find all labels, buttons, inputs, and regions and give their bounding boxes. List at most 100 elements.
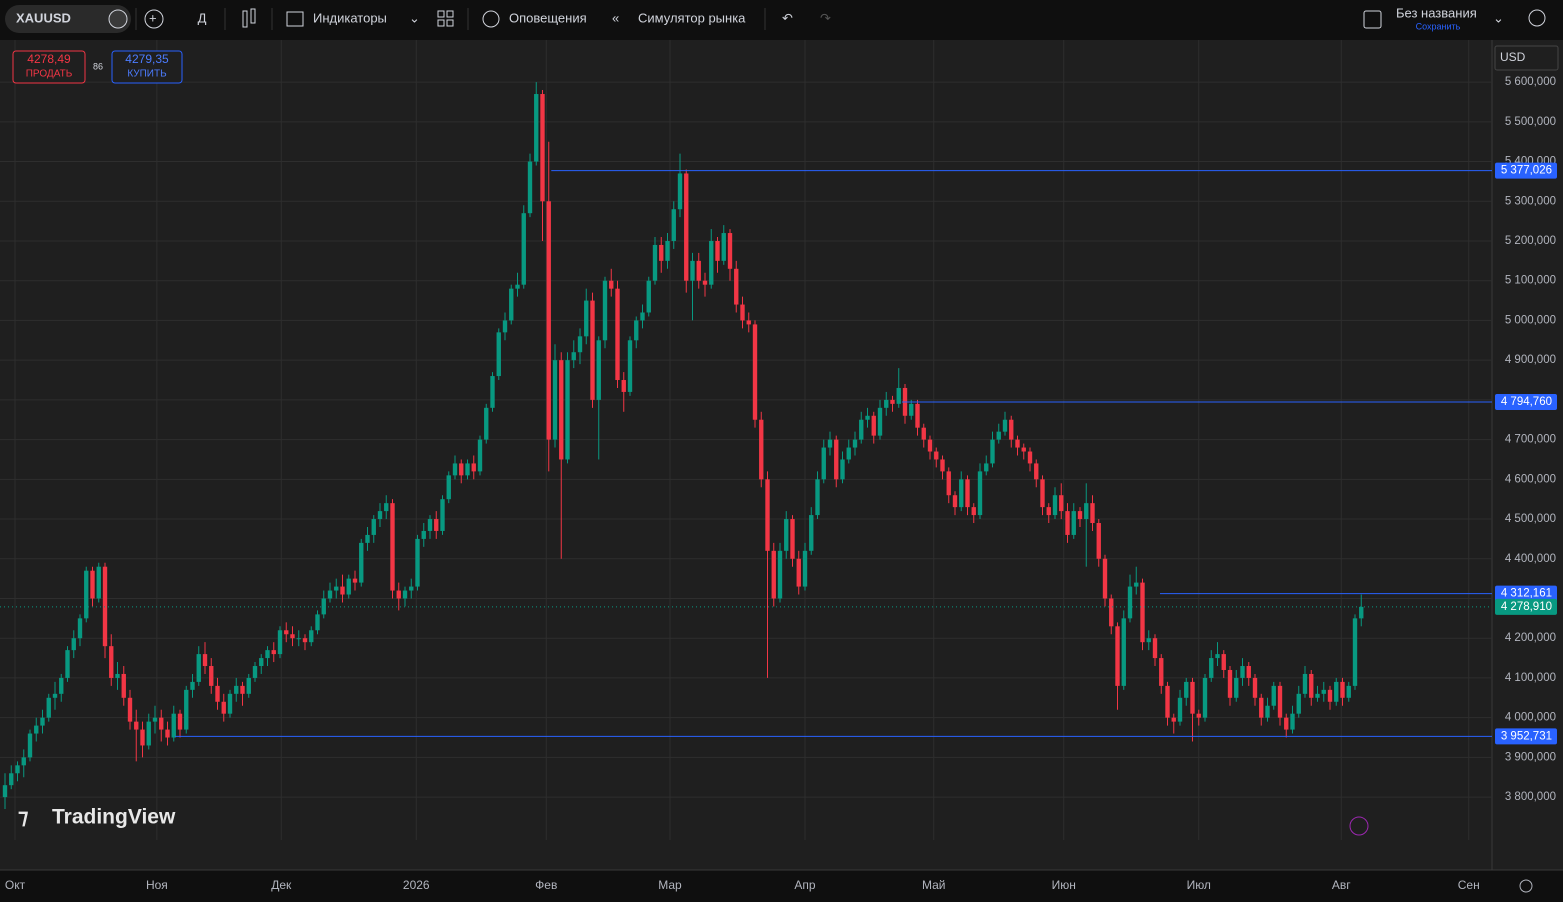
currency-select[interactable] <box>1494 45 1559 71</box>
buy-button[interactable] <box>111 50 183 84</box>
symbol-search[interactable] <box>5 5 131 33</box>
candle-body <box>77 618 83 639</box>
candle-body <box>921 427 926 440</box>
candle-body <box>1190 681 1195 714</box>
chart-type[interactable] <box>242 10 248 28</box>
candle-body <box>715 240 720 261</box>
symbol-icon[interactable] <box>108 9 128 29</box>
candle-body <box>1109 598 1114 627</box>
candle-body <box>246 677 251 694</box>
candle-body <box>521 213 526 285</box>
sell-label: ПРОДАТЬ <box>26 69 73 80</box>
candle-body <box>477 439 483 472</box>
undo[interactable]: ↶ <box>782 10 793 25</box>
candle-body <box>509 288 514 321</box>
candle-body <box>1146 638 1151 643</box>
candle-body <box>1090 503 1095 524</box>
candle-body <box>1259 697 1264 718</box>
candle-body <box>1252 677 1258 698</box>
candle-body <box>565 360 570 460</box>
settings-icon[interactable] <box>1519 879 1533 893</box>
candle-body <box>1290 713 1295 730</box>
candle-body <box>1065 511 1070 535</box>
candle-body <box>1346 685 1351 698</box>
alerts-icon[interactable] <box>482 10 500 28</box>
candle-body <box>1277 685 1283 718</box>
candle-body <box>834 439 839 480</box>
indicators[interactable]: Индикаторы <box>313 10 387 25</box>
candle-body <box>1071 511 1076 535</box>
x-tick-label: Апр <box>794 878 816 892</box>
candle-body <box>1215 654 1220 659</box>
candle-body <box>302 638 308 643</box>
sell-price: 4278,49 <box>27 52 71 66</box>
candle-body <box>1196 713 1201 718</box>
candle-body <box>1009 419 1014 440</box>
interval[interactable]: Д <box>198 10 207 25</box>
indicators-icon[interactable] <box>286 11 304 27</box>
replay[interactable]: Симулятор рынка <box>638 10 746 25</box>
alerts[interactable]: Оповещения <box>509 10 587 25</box>
y-tick-label: 5 200,000 <box>1505 235 1556 247</box>
layout-icon[interactable] <box>1363 10 1382 29</box>
candle-body <box>52 693 58 698</box>
candle-body <box>1152 638 1158 659</box>
save[interactable]: Сохранить <box>1416 21 1461 31</box>
candle-body <box>1265 705 1270 718</box>
candle-body <box>284 630 289 635</box>
candle-body <box>865 415 870 420</box>
candle-body <box>1127 586 1133 619</box>
candle-body <box>115 673 120 678</box>
candle-body <box>34 725 39 734</box>
candle-body <box>459 463 464 476</box>
candle-body <box>502 320 508 333</box>
add-symbol[interactable] <box>144 9 164 29</box>
layout-name[interactable]: Без названия <box>1396 5 1477 20</box>
candle-body <box>290 634 295 639</box>
candle-body <box>646 280 651 313</box>
candle-body <box>365 534 370 543</box>
candle-body <box>484 407 489 440</box>
candle-body <box>971 507 976 516</box>
layouts[interactable] <box>437 10 445 18</box>
sell-button[interactable] <box>12 50 86 84</box>
candle-body <box>109 646 114 678</box>
candle-body <box>215 685 220 702</box>
candle-body <box>559 360 564 460</box>
replay-icon[interactable]: « <box>612 10 619 25</box>
candle-body <box>909 403 914 416</box>
candle-body <box>777 550 783 599</box>
candle-body <box>671 209 676 241</box>
candle-body <box>684 173 689 281</box>
candle-body <box>890 399 895 404</box>
chart-pane <box>0 40 1492 870</box>
candle-body <box>40 717 45 726</box>
x-tick-label: Дек <box>271 878 292 892</box>
event-icon[interactable] <box>1349 816 1369 836</box>
candle-body <box>965 479 970 508</box>
candle-body <box>596 340 601 400</box>
candle-body <box>721 233 726 261</box>
dropdown[interactable]: ⌄ <box>1493 10 1504 25</box>
dropdown[interactable]: ⌄ <box>409 10 420 25</box>
candle-body <box>71 638 76 651</box>
candle-body <box>727 233 733 269</box>
candle-body <box>790 519 795 559</box>
candle-body <box>1302 673 1308 694</box>
candle-body <box>140 729 145 746</box>
price-label: 4 794,760 <box>1501 396 1552 408</box>
candle-body <box>296 638 301 640</box>
currency: USD <box>1500 50 1526 64</box>
candle-body <box>1177 697 1183 722</box>
candle-body <box>959 479 964 508</box>
candle-body <box>277 630 283 655</box>
candle-body <box>577 336 583 353</box>
candle-body <box>1202 677 1208 718</box>
candle-body <box>21 757 26 766</box>
y-tick-label: 4 700,000 <box>1505 434 1556 446</box>
candle-body <box>452 463 458 476</box>
candle-body <box>552 360 558 440</box>
candle-body <box>184 689 189 730</box>
y-tick-label: 5 000,000 <box>1505 314 1556 326</box>
quick-search[interactable] <box>1528 9 1546 27</box>
